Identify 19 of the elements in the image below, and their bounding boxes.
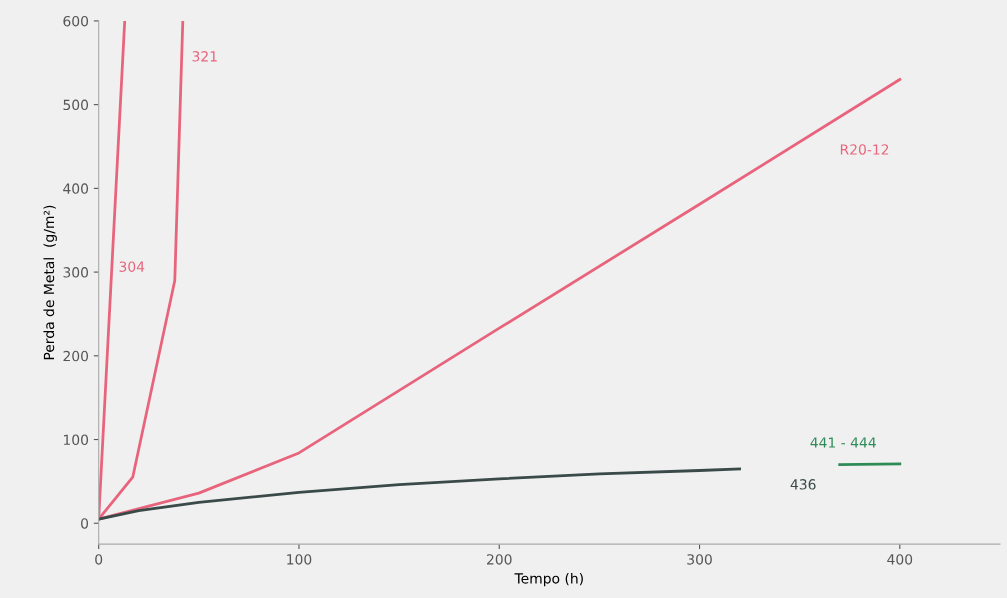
- text: 436: [790, 479, 816, 490]
- y-tick-label: 0: [81, 518, 89, 529]
- series-label: 321: [192, 51, 217, 62]
- x-tick-label: 100: [287, 554, 312, 565]
- x-tick-label: 300: [687, 554, 712, 565]
- y-tick-label: 600: [63, 15, 89, 27]
- y-tick-label: 500: [63, 99, 89, 111]
- y-tick-label: 200: [63, 350, 89, 362]
- x-axis-title: Tempo (h): [514, 572, 583, 587]
- y-tick-label: 100: [63, 434, 89, 445]
- x-tick-label: 0: [95, 554, 103, 565]
- series-label: 304: [119, 261, 145, 272]
- x-tick-label: 400: [887, 554, 913, 565]
- y-tick-label: 300: [63, 267, 89, 278]
- y-axis-title: Perda de Metal (g/m²): [43, 205, 57, 360]
- y-tick-label: 400: [63, 183, 89, 194]
- series-label: R20-12: [840, 144, 889, 155]
- x-tick-label: 200: [487, 554, 512, 565]
- series-label: 441 - 444: [810, 437, 876, 448]
